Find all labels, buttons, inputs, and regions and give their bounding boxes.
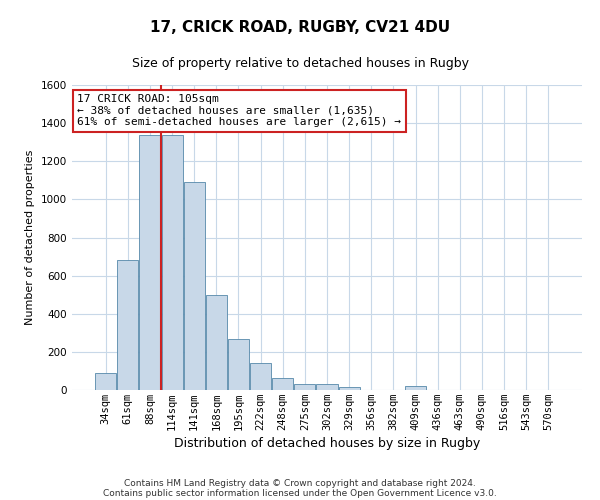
Bar <box>139 134 160 390</box>
Text: Size of property relative to detached houses in Rugby: Size of property relative to detached ho… <box>131 58 469 70</box>
Bar <box>228 338 249 390</box>
Bar <box>95 373 116 390</box>
Bar <box>250 364 271 390</box>
Y-axis label: Number of detached properties: Number of detached properties <box>25 150 35 325</box>
Bar <box>118 260 139 390</box>
Text: Contains public sector information licensed under the Open Government Licence v3: Contains public sector information licen… <box>103 489 497 498</box>
X-axis label: Distribution of detached houses by size in Rugby: Distribution of detached houses by size … <box>174 437 480 450</box>
Bar <box>316 384 338 390</box>
Text: Contains HM Land Registry data © Crown copyright and database right 2024.: Contains HM Land Registry data © Crown c… <box>124 478 476 488</box>
Bar <box>272 378 293 390</box>
Bar <box>295 384 316 390</box>
Bar <box>161 134 182 390</box>
Text: 17, CRICK ROAD, RUGBY, CV21 4DU: 17, CRICK ROAD, RUGBY, CV21 4DU <box>150 20 450 35</box>
Bar <box>206 294 227 390</box>
Bar <box>184 182 205 390</box>
Text: 17 CRICK ROAD: 105sqm
← 38% of detached houses are smaller (1,635)
61% of semi-d: 17 CRICK ROAD: 105sqm ← 38% of detached … <box>77 94 401 128</box>
Bar <box>338 387 359 390</box>
Bar <box>405 386 426 390</box>
